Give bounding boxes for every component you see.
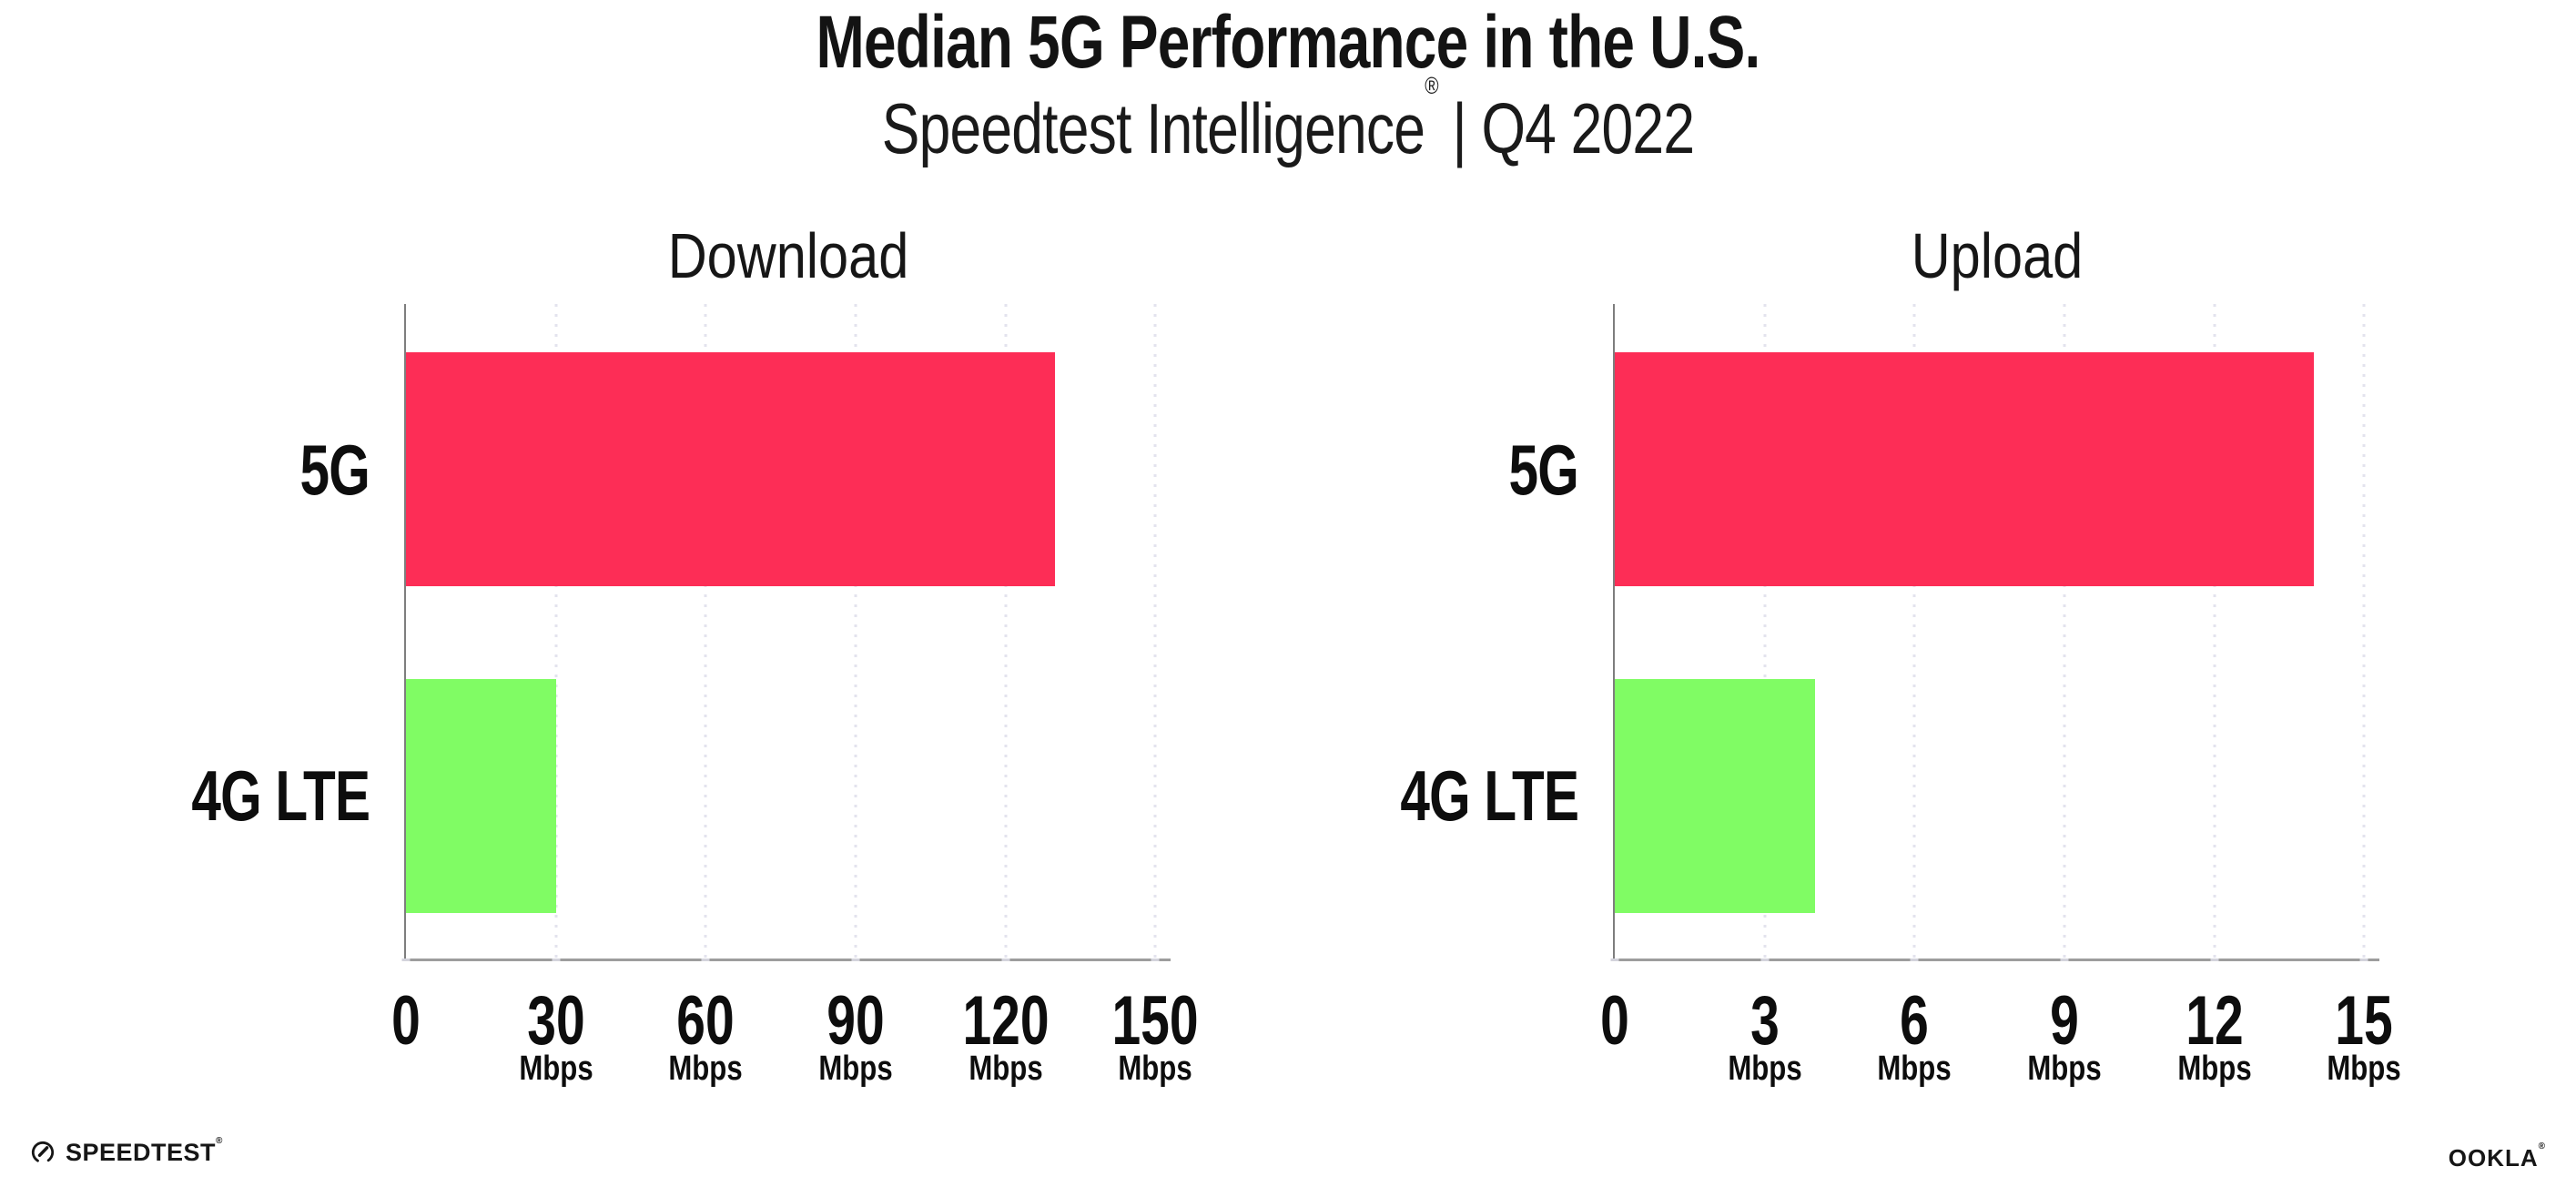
download-tick-label-90: 90: [827, 982, 885, 1060]
chart-main-title: Median 5G Performance in the U.S.: [816, 1, 1761, 84]
upload-x-axis-line: [1613, 959, 2379, 961]
upload-tick-unit-3: Mbps: [1727, 1050, 1802, 1088]
download-axis-tick-30: [552, 959, 561, 961]
upload-gridline-12: [2213, 304, 2216, 959]
upload-tick-unit-9: Mbps: [2027, 1050, 2102, 1088]
upload-gridline-15: [2362, 304, 2366, 959]
registered-trademark-symbol: ®: [1425, 72, 1439, 99]
download-gridline-60: [704, 304, 707, 959]
download-tick-unit-30: Mbps: [518, 1050, 593, 1088]
upload-tick-label-12: 12: [2185, 982, 2244, 1060]
download-tick-label-30: 30: [526, 982, 585, 1060]
download-chart: Download 0 30 Mbps 60 Mbps 90 Mbps 120 Mbps 150 Mb…: [191, 224, 1199, 1086]
download-x-axis-line: [404, 959, 1171, 961]
upload-gridline-9: [2063, 304, 2066, 959]
ookla-wordmark-text: OOKLA: [2448, 1144, 2539, 1172]
upload-axis-tick-15: [2359, 959, 2368, 961]
download-gridline-120: [1004, 304, 1008, 959]
download-chart-title: Download: [667, 220, 909, 291]
upload-tick-label-0: 0: [1600, 982, 1629, 1060]
download-axis-tick-150: [1151, 959, 1160, 961]
ookla-registered-mark: ®: [2538, 1141, 2546, 1152]
download-tick-unit-60: Mbps: [668, 1050, 743, 1088]
speedtest-registered-mark: ®: [216, 1135, 223, 1146]
download-category-label-4g-lte: 4G LTE: [191, 756, 370, 836]
upload-chart-title: Upload: [1911, 220, 2084, 291]
upload-axis-tick-6: [1910, 959, 1919, 961]
upload-tick-label-15: 15: [2335, 982, 2393, 1060]
upload-tick-unit-15: Mbps: [2327, 1050, 2401, 1088]
download-bar-4g-lte: [406, 679, 556, 913]
upload-chart: Upload 0 3 Mbps 6 Mbps 9 Mbps 12 Mbps 15 Mbps 5G 4G …: [1400, 224, 2401, 1086]
download-tick-label-60: 60: [676, 982, 735, 1060]
chart-subtitle: Speedtest Intelligence® | Q4 2022: [258, 73, 2318, 168]
upload-tick-label-3: 3: [1749, 982, 1780, 1060]
download-y-axis-line: [404, 304, 406, 959]
upload-tick-unit-6: Mbps: [1877, 1050, 1952, 1088]
download-tick-label-0: 0: [391, 982, 421, 1060]
download-category-label-5g: 5G: [299, 430, 370, 510]
speedtest-gauge-icon: [31, 1141, 55, 1164]
upload-gridline-6: [1912, 304, 1916, 959]
upload-axis-tick-0: [1610, 959, 1619, 961]
download-axis-tick-0: [401, 959, 411, 961]
subtitle-brand: Speedtest Intelligence: [881, 88, 1425, 168]
download-axis-tick-90: [851, 959, 860, 961]
subtitle-period: | Q4 2022: [1452, 88, 1696, 168]
download-gridline-30: [554, 304, 558, 959]
ookla-wordmark: OOKLA®: [2448, 1141, 2546, 1172]
upload-category-label-4g-lte: 4G LTE: [1400, 756, 1579, 836]
download-tick-unit-150: Mbps: [1118, 1050, 1192, 1088]
download-tick-unit-90: Mbps: [818, 1050, 893, 1088]
upload-axis-tick-12: [2210, 959, 2219, 961]
upload-axis-tick-9: [2060, 959, 2069, 961]
download-axis-tick-120: [1001, 959, 1010, 961]
upload-y-axis-line: [1613, 304, 1615, 959]
download-tick-label-150: 150: [1111, 982, 1199, 1060]
upload-bar-5g: [1615, 352, 2315, 586]
upload-tick-unit-12: Mbps: [2176, 1050, 2252, 1088]
ookla-logo: OOKLA®: [2448, 1141, 2546, 1172]
download-tick-label-120: 120: [961, 982, 1050, 1060]
upload-category-label-5g: 5G: [1508, 430, 1578, 510]
upload-gridline-3: [1763, 304, 1767, 959]
download-axis-tick-60: [701, 959, 710, 961]
speedtest-wordmark: SPEEDTEST®: [66, 1136, 223, 1166]
download-gridline-150: [1153, 304, 1157, 959]
download-tick-unit-120: Mbps: [968, 1050, 1043, 1088]
download-gridline-90: [854, 304, 857, 959]
download-bar-5g: [406, 352, 1056, 586]
upload-axis-tick-3: [1760, 959, 1770, 961]
upload-tick-label-9: 9: [2050, 982, 2079, 1060]
speedtest-wordmark-text: SPEEDTEST: [66, 1138, 217, 1166]
upload-bar-4g-lte: [1615, 679, 1815, 913]
speedtest-logo: SPEEDTEST®: [30, 1136, 223, 1166]
upload-tick-label-6: 6: [1900, 982, 1930, 1060]
